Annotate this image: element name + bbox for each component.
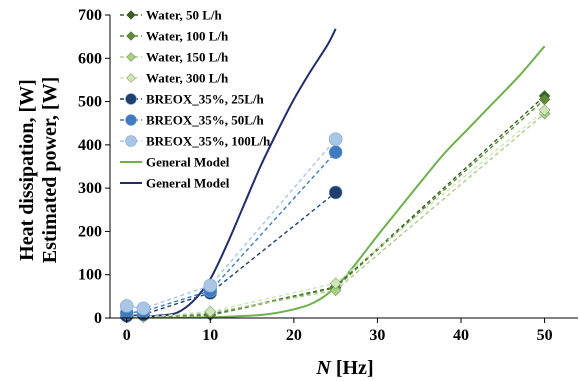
y-tick-label: 700 <box>78 7 102 24</box>
legend-entry: BREOX_35%, 50L/h <box>120 113 265 128</box>
x-tick-label: 10 <box>202 327 218 344</box>
y-ticks: 0 100 200 300 400 500 600 700 <box>78 7 110 327</box>
legend-label: General Model <box>146 176 230 191</box>
data-point-marker <box>203 278 218 293</box>
legend-swatch-marker <box>125 114 137 126</box>
legend-entry: BREOX_35%, 25L/h <box>120 92 265 107</box>
model-curve-line <box>126 28 337 318</box>
legend-entry: BREOX_35%, 100L/h <box>120 134 271 149</box>
data-point-marker <box>329 277 342 290</box>
y-axis-title-line-2: Estimated power, [W] <box>39 77 61 263</box>
data-point-marker <box>119 299 134 313</box>
legend-label: Water, 150 L/h <box>146 50 229 65</box>
data-point-marker <box>329 284 342 297</box>
legend-label: Water, 100 L/h <box>146 29 229 44</box>
data-point-marker <box>136 301 151 316</box>
legend-swatch-marker <box>126 31 136 41</box>
data-point-marker <box>328 145 343 160</box>
legend-label: Water, 50 L/h <box>146 8 222 23</box>
legend-entry: Water, 100 L/h <box>120 29 229 44</box>
y-tick-label: 200 <box>78 223 102 240</box>
legend-label: BREOX_35%, 100L/h <box>146 134 271 149</box>
legend-label: Water, 300 L/h <box>146 71 229 86</box>
series-4 <box>119 185 343 323</box>
legend: Water, 50 L/h Water, 100 L/h Water, 150 L/… <box>120 8 271 191</box>
legend-entry: General Model <box>120 176 230 191</box>
x-tick-label: 20 <box>286 327 302 344</box>
legend-swatch-marker <box>125 93 137 105</box>
data-point-marker <box>538 104 551 117</box>
series-dashed-line <box>126 109 546 318</box>
legend-entry: Water, 300 L/h <box>120 71 229 86</box>
model-curves <box>126 28 546 318</box>
x-axis-title: N [Hz] <box>315 357 373 379</box>
data-point-marker <box>328 185 343 200</box>
y-tick-label: 400 <box>78 137 102 154</box>
legend-label: BREOX_35%, 50L/h <box>146 113 265 128</box>
y-tick-label: 0 <box>94 310 102 327</box>
y-tick-label: 500 <box>78 94 102 111</box>
series-dashed-line <box>126 138 337 310</box>
x-ticks: 0 10 20 30 40 50 <box>123 318 553 344</box>
series-dashed-line <box>126 151 337 314</box>
legend-swatch-marker <box>126 73 136 83</box>
x-tick-label: 40 <box>453 327 469 344</box>
y-tick-label: 600 <box>78 50 102 67</box>
legend-entry: General Model <box>120 155 230 170</box>
legend-entry: Water, 50 L/h <box>120 8 222 23</box>
data-point-marker <box>204 305 217 318</box>
x-axis-title-unit: [Hz] <box>331 357 374 379</box>
y-tick-label: 300 <box>78 180 102 197</box>
y-tick-label: 100 <box>78 267 102 284</box>
x-tick-label: 0 <box>123 327 131 344</box>
x-axis-title-variable: N <box>315 357 332 379</box>
series-6 <box>119 132 343 316</box>
axes: 0 10 20 30 40 50 0 100 200 300 400 500 600 700 <box>78 7 578 344</box>
legend-swatch-marker <box>125 135 137 147</box>
x-tick-label: 30 <box>369 327 385 344</box>
series-dashed-line <box>126 191 337 317</box>
data-point-marker <box>328 132 343 147</box>
legend-swatch-marker <box>126 52 136 62</box>
legend-label: BREOX_35%, 25L/h <box>146 92 265 107</box>
x-tick-label: 50 <box>537 327 553 344</box>
legend-swatch-marker <box>126 10 136 20</box>
y-axis-title-line-1: Heat dissipation, [W] <box>16 79 38 261</box>
legend-entry: Water, 150 L/h <box>120 50 229 65</box>
legend-label: General Model <box>146 155 230 170</box>
series-dashed-line <box>126 113 546 318</box>
model-curve-line <box>126 45 546 318</box>
